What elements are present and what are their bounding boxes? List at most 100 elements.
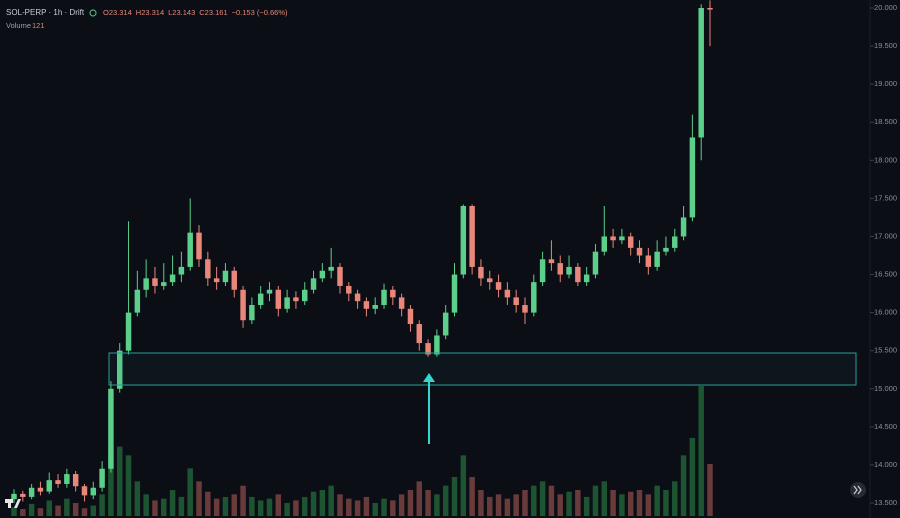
y-tick-label: 17.500 [874,193,897,202]
volume-bar [531,485,537,516]
candle-body [161,282,167,286]
volume-bar [337,494,343,516]
volume-bar [354,500,361,516]
volume-bar [161,498,167,516]
candle-body [37,487,44,492]
volume-bar [28,503,35,516]
candle-body [636,247,643,256]
volume-bar [143,494,149,516]
scroll-button[interactable] [850,482,866,498]
volume-bar [680,455,687,516]
candle-body [266,289,273,294]
volume-bar [37,508,44,516]
candle-body [592,251,599,275]
ohlc-legend: O23.314 H23.314 L23.143 C23.161 −0.153 (−0.6… [103,8,288,17]
candle-body [663,247,669,252]
candle-body [698,7,704,138]
volume-bar [627,491,634,516]
y-tick-label: 16.000 [874,308,897,317]
volume-bar [663,490,669,516]
price-axis: 13.500 14.000 14.500 15.000 15.500 16.000 16.5… [869,0,897,518]
candle-body [169,274,176,283]
candle-body [601,236,608,252]
candle-body [319,270,326,279]
ohlc-value: O23.314 [103,8,132,17]
ohlc-value: L23.143 [168,8,195,17]
candle-body [134,289,141,313]
candle-body [302,289,308,302]
candle-body [707,7,713,10]
candle-body [293,297,299,302]
candle-body [99,468,105,488]
candle-body [328,266,334,271]
candle-body [257,293,264,305]
candle-body [108,388,114,469]
y-tick-label: 17.000 [874,231,897,240]
candle-body [240,289,246,321]
volume-bar [134,481,141,516]
y-tick-label: 14.000 [874,460,897,469]
y-tick-label: 20.000 [874,3,897,12]
volume-bar [407,490,414,516]
candle-body [627,236,634,248]
volume-bar [257,500,264,516]
candle-body [205,259,211,279]
candle-body [619,236,625,241]
volume-bar [187,468,193,516]
volume-bar [231,494,237,516]
volume-label: Volume [6,21,31,30]
volume-bar [601,481,608,516]
volume-bar [548,485,555,516]
volume-bar [390,500,396,516]
volume-bar [20,509,26,516]
candle-body [583,274,590,283]
volume-bar [372,503,378,516]
volume-bar [416,481,422,516]
candle-body [284,297,290,309]
candle-body [231,270,237,290]
volume-bar [487,496,493,516]
volume-bar [125,455,132,516]
y-tick-label: 14.500 [874,422,897,431]
candle-body [566,266,572,275]
candle-body [460,205,467,275]
candle-body [11,493,17,500]
volume-bar [346,498,352,516]
volume-bar [654,485,660,516]
volume-bar [434,494,440,516]
y-tick-label: 18.500 [874,117,897,126]
ohlc-value: H23.314 [136,8,164,17]
ohlc-value: C23.161 [199,8,227,17]
volume-bar [116,446,123,516]
candle-body [249,304,255,321]
candle-body [187,232,193,267]
candle-body [72,474,79,487]
volume-bar [460,455,467,516]
candle-body [116,350,123,389]
volume-bar [610,490,616,516]
volume-bar [363,496,370,516]
candle-body [504,289,511,298]
candle-body [337,266,343,286]
candle-body [654,251,660,267]
volume-bar [522,490,528,516]
volume-bar [442,485,449,516]
volume-bar [302,496,308,516]
volume-bar [575,490,581,516]
volume-bar [55,505,61,516]
candle-body [213,278,220,283]
candle-body [381,289,387,305]
y-tick-label: 19.500 [874,41,897,50]
volume-bar [672,481,678,516]
candle-body [178,266,185,275]
candle-body [152,278,158,286]
candle-body [143,278,149,290]
volume-bar [583,496,590,516]
y-tick-label: 15.500 [874,346,897,355]
volume-bar [319,490,326,516]
volume-bar [495,494,502,516]
volume-bar [592,485,599,516]
candle-body [363,301,370,309]
candle-body [469,205,475,267]
volume-bar [425,490,431,516]
